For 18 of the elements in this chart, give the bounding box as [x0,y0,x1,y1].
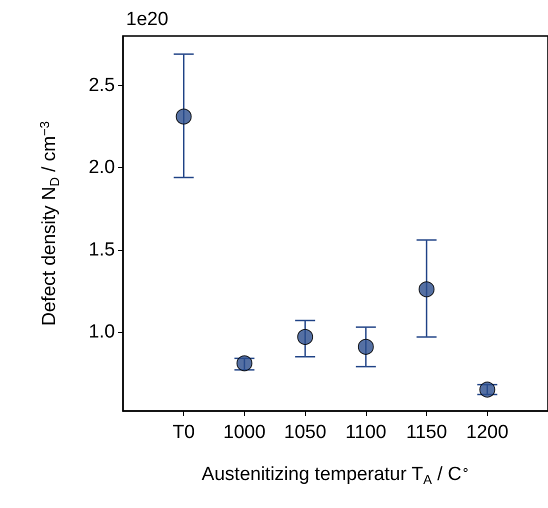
y-tick-label: 1.0 [88,322,115,343]
point [358,338,374,355]
point [236,355,252,372]
x-tick-label: T0 [172,422,195,443]
x-tick-label: 1050 [284,422,326,443]
y-tick-label: 2.0 [88,157,115,178]
x-tick-label: 1150 [406,422,447,443]
x-tick-label: 1200 [466,422,508,443]
x-tick-label: 1100 [345,422,386,443]
y-tick-label: 1.5 [88,239,115,260]
point [418,281,435,298]
y-tick-label: 2.5 [88,74,115,96]
point [479,382,496,398]
text: 1e20 [126,9,168,30]
point [176,108,192,125]
point [297,328,314,345]
y-axis-title: Defect density ND / cm−3 [37,121,62,326]
x-tick-label: 1000 [223,422,266,443]
